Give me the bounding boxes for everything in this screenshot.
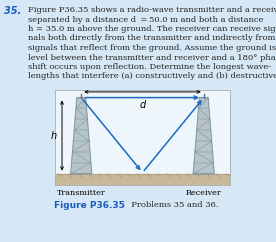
Text: nals both directly from the transmitter and indirectly from: nals both directly from the transmitter … — [28, 35, 275, 43]
Text: h: h — [51, 131, 57, 141]
Text: 35.: 35. — [4, 6, 21, 16]
Text: Transmitter: Transmitter — [57, 189, 106, 197]
Text: lengths that interfere (a) constructively and (b) destructively.: lengths that interfere (a) constructivel… — [28, 73, 276, 81]
Text: shift occurs upon reflection. Determine the longest wave-: shift occurs upon reflection. Determine … — [28, 63, 271, 71]
Polygon shape — [193, 98, 214, 174]
Text: Problems 35 and 36.: Problems 35 and 36. — [126, 201, 219, 209]
Text: Figure P36.35: Figure P36.35 — [54, 201, 124, 210]
Polygon shape — [71, 98, 92, 174]
Text: level between the transmitter and receiver and a 180° phase: level between the transmitter and receiv… — [28, 53, 276, 61]
Bar — [55, 174, 230, 185]
Text: Receiver: Receiver — [186, 189, 222, 197]
Text: h = 35.0 m above the ground. The receiver can receive sig-: h = 35.0 m above the ground. The receive… — [28, 25, 276, 33]
Text: Figure P36.35 shows a radio-wave transmitter and a receiver: Figure P36.35 shows a radio-wave transmi… — [28, 6, 276, 14]
Text: d: d — [139, 99, 146, 109]
Text: signals that reflect from the ground. Assume the ground is: signals that reflect from the ground. As… — [28, 44, 276, 52]
Text: separated by a distance d  = 50.0 m and both a distance: separated by a distance d = 50.0 m and b… — [28, 15, 264, 23]
